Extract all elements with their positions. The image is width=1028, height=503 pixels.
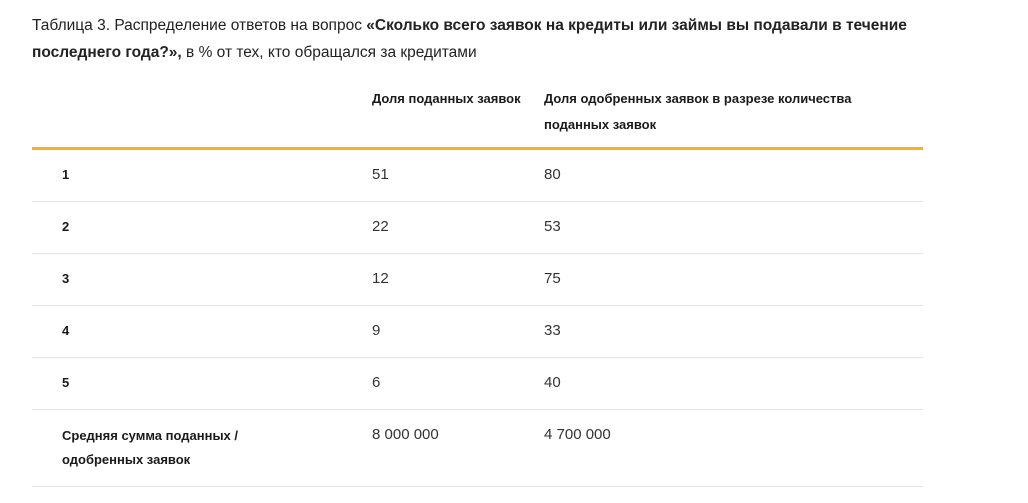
table-caption: Таблица 3. Распределение ответов на вопр… (32, 12, 922, 66)
row-label: 3 (62, 271, 70, 286)
row-approved-value: 40 (544, 374, 561, 391)
header-approved-share: Доля одобренных заявок в разрезе количес… (544, 91, 852, 132)
row-approved-value: 53 (544, 218, 561, 235)
row-label: Средняя сумма поданных / одобренных заяв… (62, 428, 239, 467)
table-row: 1 51 80 (32, 150, 923, 202)
row-label: 1 (62, 167, 70, 182)
row-submitted-value: 12 (372, 270, 389, 287)
row-label: 2 (62, 219, 70, 234)
row-approved-value: 4 700 000 (544, 426, 611, 443)
table-row: 3 12 75 (32, 254, 923, 306)
caption-question: «Сколько всего заявок на кредиты или зай… (32, 17, 907, 61)
row-submitted-value: 6 (372, 374, 381, 391)
row-approved-value: 75 (544, 270, 561, 287)
table-row: 5 6 40 (32, 358, 923, 410)
row-submitted-value: 51 (372, 166, 389, 183)
row-label: 4 (62, 323, 70, 338)
row-label: 5 (62, 375, 70, 390)
table-row: 4 9 33 (32, 306, 923, 358)
table-row-average: Средняя сумма поданных / одобренных заяв… (32, 410, 923, 487)
caption-prefix: Таблица 3. Распределение ответов на вопр… (32, 17, 367, 34)
table-row: 2 22 53 (32, 202, 923, 254)
header-submitted-share: Доля поданных заявок (372, 91, 521, 106)
data-table: Доля поданных заявок Доля одобренных зая… (32, 84, 923, 487)
row-submitted-value: 22 (372, 218, 389, 235)
row-approved-value: 80 (544, 166, 561, 183)
caption-suffix: в % от тех, кто обращался за кредитами (181, 44, 477, 61)
row-submitted-value: 8 000 000 (372, 426, 439, 443)
table-header: Доля поданных заявок Доля одобренных зая… (32, 84, 923, 150)
row-submitted-value: 9 (372, 322, 381, 339)
row-approved-value: 33 (544, 322, 561, 339)
